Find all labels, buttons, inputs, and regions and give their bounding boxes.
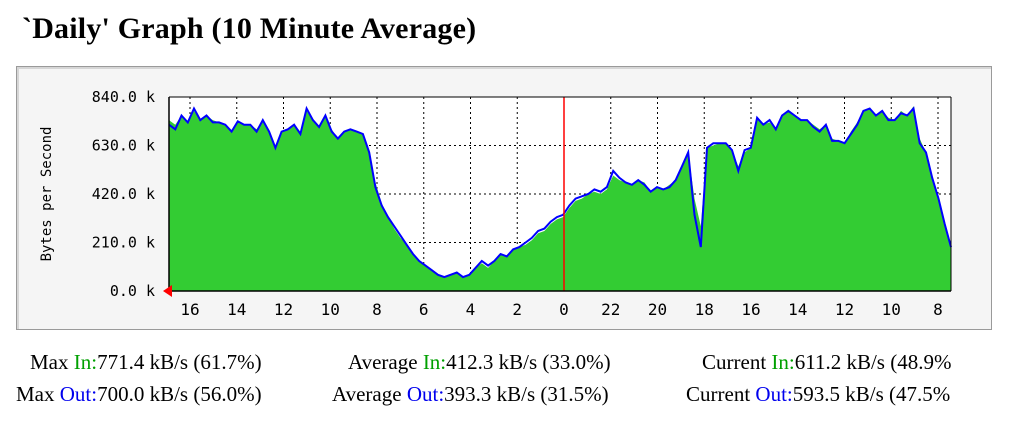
stat-avg-in: Average In:412.3 kB/s (33.0%) <box>348 350 611 374</box>
x-tick-label: 8 <box>372 300 382 319</box>
x-tick-label: 10 <box>882 300 901 319</box>
x-tick-label: 12 <box>274 300 293 319</box>
stat-row-in: Max In:771.4 kB/s (61.7%) <box>30 350 262 375</box>
x-tick-label: 4 <box>466 300 476 319</box>
x-tick-label: 12 <box>835 300 854 319</box>
series-in-area <box>169 106 951 291</box>
max-in: Max In:771.4 kB/s (61.7%) <box>30 350 262 374</box>
stat-row-out: Max Out:700.0 kB/s (56.0%) <box>16 382 262 407</box>
x-tick-label: 14 <box>788 300 807 319</box>
x-tick-label: 6 <box>419 300 429 319</box>
x-tick-label: 20 <box>648 300 667 319</box>
stat-current-out: Current Out:593.5 kB/s (47.5% <box>686 382 951 406</box>
x-tick-label: 18 <box>695 300 714 319</box>
y-tick-label: 420.0 k <box>92 185 155 203</box>
y-tick-label: 0.0 k <box>110 282 155 300</box>
y-axis-ticks: 0.0 k 210.0 k 420.0 k 630.0 k 840.0 k <box>92 88 155 300</box>
y-tick-label: 630.0 k <box>92 137 155 155</box>
x-tick-label: 16 <box>180 300 199 319</box>
origin-arrow-icon <box>163 285 172 297</box>
chart-series <box>163 96 952 297</box>
x-tick-label: 22 <box>601 300 620 319</box>
max-out: Max Out:700.0 kB/s (56.0%) <box>16 382 262 406</box>
x-tick-label: 2 <box>512 300 522 319</box>
x-axis-ticks: 16 14 12 10 8 6 4 2 0 22 20 18 16 14 12 10 8 <box>180 300 942 319</box>
x-tick-label: 16 <box>741 300 760 319</box>
page-title: `Daily' Graph (10 Minute Average) <box>22 12 477 45</box>
y-tick-label: 210.0 k <box>92 234 155 252</box>
x-tick-label: 0 <box>559 300 569 319</box>
x-tick-label: 8 <box>933 300 943 319</box>
stat-current-in: Current In:611.2 kB/s (48.9% <box>702 350 952 374</box>
graph-panel: 0.0 k 210.0 k 420.0 k 630.0 k 840.0 k 16 14 12… <box>16 66 992 330</box>
stat-avg-out: Average Out:393.3 kB/s (31.5%) <box>332 382 609 406</box>
traffic-chart: 0.0 k 210.0 k 420.0 k 630.0 k 840.0 k 16 14 12… <box>39 88 952 319</box>
series-out-line <box>168 105 952 279</box>
x-tick-label: 14 <box>227 300 246 319</box>
y-tick-label: 840.0 k <box>92 88 155 106</box>
x-tick-label: 10 <box>321 300 340 319</box>
y-axis-label: Bytes per Second <box>39 127 55 262</box>
